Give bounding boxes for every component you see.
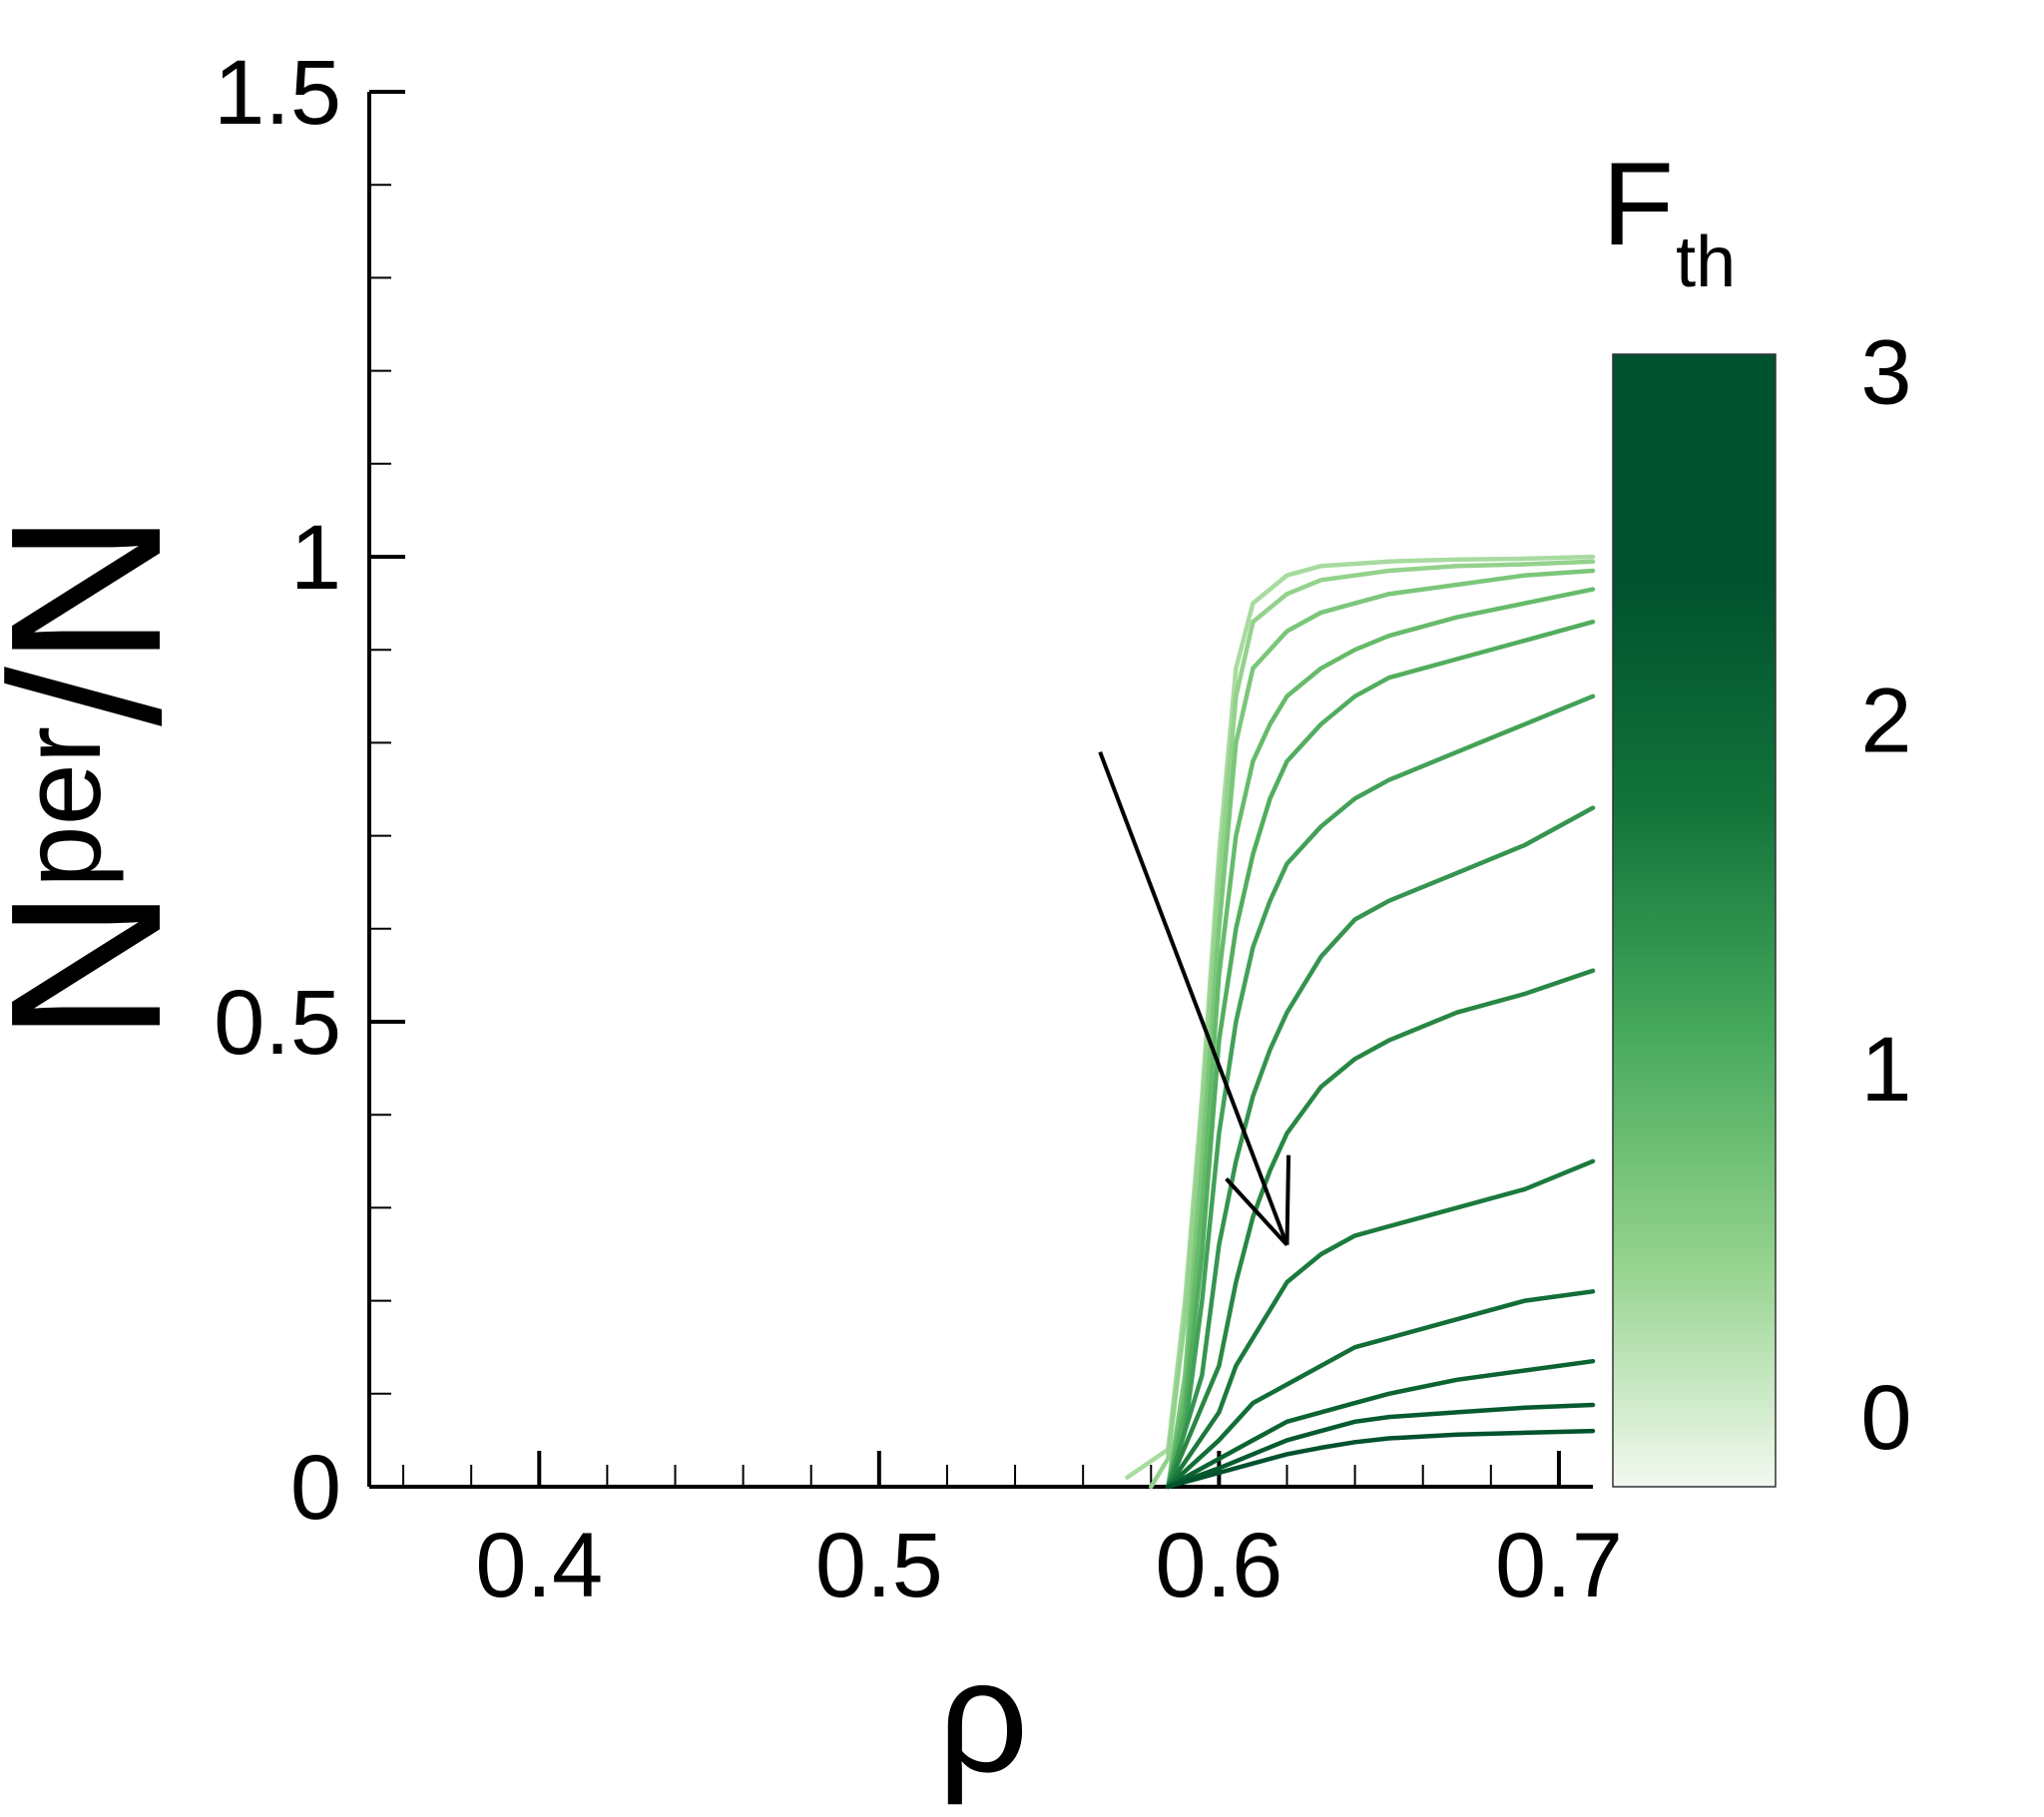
y-axis-title: Nper/N [0,512,206,1043]
colorbar-title: Fth [1602,139,1736,302]
trend-arrow [1098,751,1291,1247]
series-line [1166,619,1596,1490]
axis-labels: ρ Nper/N [0,512,1029,1805]
colorbar-gradient [1612,353,1777,1488]
colorbar-tick-label: 1 [1860,1019,1911,1121]
series-line [1166,1158,1596,1490]
y-tick-label: 0.5 [214,972,341,1074]
y-axis-title-tail: /N [0,512,206,726]
axes: 0 0.5 1 1.5 0.4 0.5 0.6 0.7 [214,42,1623,1616]
x-tick-label: 0.7 [1495,1515,1623,1616]
y-axis-title-subscript: per [0,726,124,888]
colorbar-tick-label: 2 [1860,671,1911,772]
colorbar-title-subscript: th [1676,223,1736,302]
series-line [1166,1402,1596,1490]
series-line [1166,805,1596,1490]
y-tick-label: 1 [290,507,341,609]
y-tick-label: 1.5 [214,42,341,144]
x-tick-label: 0.5 [815,1515,943,1616]
series-line [1166,1289,1596,1490]
arrow-head [1284,1154,1291,1245]
arrow-shaft [1098,751,1289,1246]
x-tick-label: 0.4 [475,1515,603,1616]
plot-series [1125,554,1596,1490]
series-line [1166,1358,1596,1490]
colorbar: 0 1 2 3 Fth [1602,139,1912,1488]
colorbar-tick-label: 3 [1860,321,1911,423]
arrow-head [1225,1177,1288,1247]
series-line [1166,1428,1596,1490]
series-line [1166,693,1596,1490]
x-axis-title: ρ [937,1626,1028,1805]
series-line [1166,568,1596,1490]
series-line [1166,968,1596,1490]
y-tick-label: 0 [290,1437,341,1539]
x-tick-label: 0.6 [1155,1515,1282,1616]
series-line [1149,559,1596,1490]
series-line [1166,587,1596,1490]
colorbar-tick-label: 0 [1860,1367,1911,1469]
